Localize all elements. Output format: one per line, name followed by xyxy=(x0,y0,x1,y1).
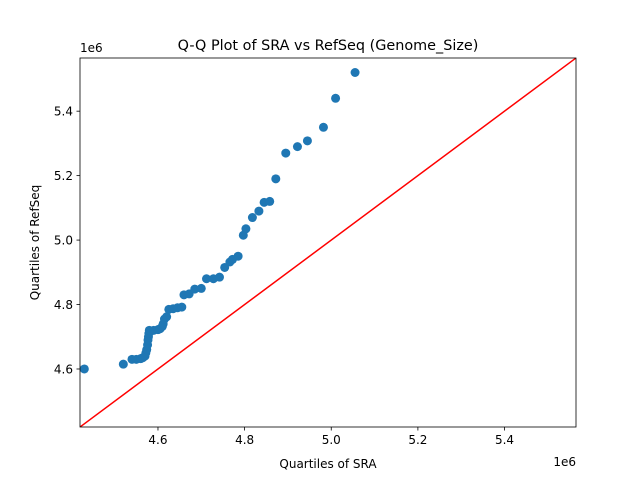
data-point xyxy=(350,68,360,78)
reference-line xyxy=(80,58,576,427)
x-axis-label: Quartiles of SRA xyxy=(279,457,377,471)
data-point xyxy=(201,274,211,284)
y-axis-label: Quartiles of RefSeq xyxy=(28,185,42,301)
data-point xyxy=(292,142,302,152)
data-point xyxy=(196,283,206,293)
data-point xyxy=(214,272,224,282)
data-point xyxy=(190,284,200,294)
data-point xyxy=(254,206,264,216)
y-tick-label: 5.2 xyxy=(54,169,73,183)
y-tick-label: 5.0 xyxy=(54,233,73,247)
data-point xyxy=(80,364,89,374)
data-point xyxy=(241,224,251,234)
data-point xyxy=(177,302,187,312)
data-point xyxy=(265,196,275,206)
y-axis-ticks: 4.6 4.8 5.0 5.2 5.4 xyxy=(54,104,80,376)
chart-title: Q-Q Plot of SRA vs RefSeq (Genome_Size) xyxy=(178,38,479,54)
x-tick-label: 4.6 xyxy=(148,433,167,447)
x-tick-label: 5.4 xyxy=(495,433,514,447)
x-tick-label: 4.8 xyxy=(235,433,254,447)
plot-frame xyxy=(79,57,577,428)
y-tick-label: 4.6 xyxy=(54,362,73,376)
data-point xyxy=(162,312,172,322)
y-tick-label: 4.8 xyxy=(54,298,73,312)
data-point xyxy=(271,174,281,184)
data-point xyxy=(118,359,128,369)
data-point xyxy=(331,93,341,103)
data-point xyxy=(281,148,291,158)
y-tick-label: 5.4 xyxy=(54,104,73,118)
reference-line-layer xyxy=(80,58,576,427)
data-point xyxy=(302,136,312,146)
data-point xyxy=(247,213,257,223)
data-point xyxy=(318,122,328,132)
x-tick-label: 5.0 xyxy=(322,433,341,447)
x-axis-ticks: 4.6 4.8 5.0 5.2 5.4 xyxy=(148,427,514,447)
data-point xyxy=(233,251,243,261)
y-axis-offset-label: 1e6 xyxy=(80,41,103,55)
data-points-layer xyxy=(80,68,360,374)
x-tick-label: 5.2 xyxy=(408,433,427,447)
x-axis-offset-label: 1e6 xyxy=(553,455,576,469)
